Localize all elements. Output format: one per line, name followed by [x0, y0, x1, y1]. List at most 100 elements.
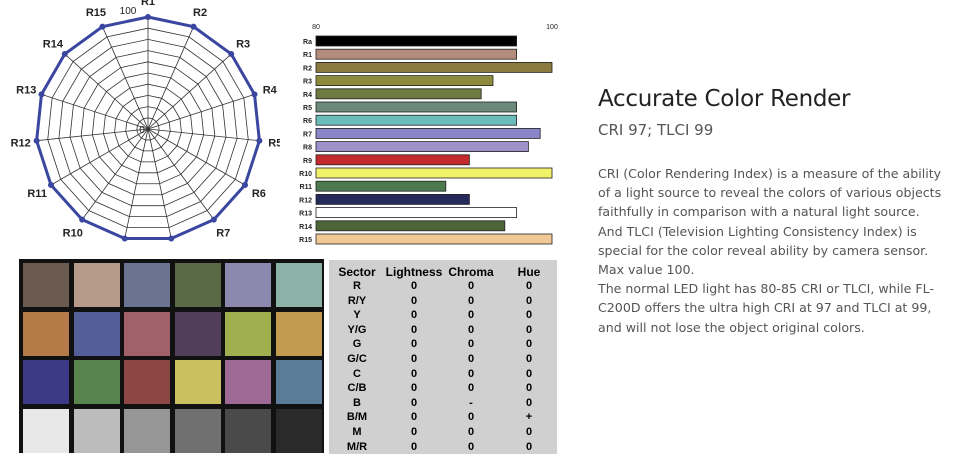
radar-axis-label: R12 — [11, 137, 31, 149]
radar-point — [228, 51, 235, 58]
table-cell: G/C — [347, 353, 367, 365]
radar-axis-label: R10 — [63, 228, 83, 240]
radar-tick-label: 0 — [139, 125, 145, 136]
radar-point — [210, 216, 217, 223]
bar-category-label: R14 — [299, 224, 312, 231]
bar-category-label: R13 — [299, 211, 312, 218]
bar-axis-tick-label: 100 — [546, 24, 558, 31]
color-swatch — [124, 311, 171, 356]
bar-category-label: R6 — [303, 118, 312, 125]
table-cell: 0 — [410, 323, 418, 336]
radar-point — [241, 182, 248, 188]
color-swatch — [225, 360, 272, 405]
bar-axis-tick-label: 80 — [312, 24, 320, 31]
radar-ring — [91, 72, 205, 185]
description: CRI (Color Rendering Index) is a measure… — [598, 164, 943, 337]
radar-axis-label: R2 — [193, 7, 207, 19]
radar-spoke — [147, 53, 232, 130]
table-cell: C — [353, 367, 361, 380]
table-cell: B — [353, 396, 361, 409]
color-swatch — [124, 360, 171, 405]
table-cell: Y — [353, 309, 361, 322]
color-swatch — [73, 408, 120, 453]
bar-R11 — [315, 180, 447, 192]
radar-spoke — [64, 53, 149, 130]
color-checker-chart — [19, 259, 324, 453]
bar-R2 — [315, 62, 553, 73]
table-cell: 0 — [525, 338, 533, 351]
bar-category-label: R8 — [303, 145, 312, 152]
bar-R10 — [315, 167, 553, 179]
color-swatch — [73, 311, 120, 356]
radar-ring — [80, 61, 216, 196]
bar-category-label: R1 — [303, 52, 312, 59]
bar-R8 — [315, 141, 529, 152]
page-title: Accurate Color Render — [598, 86, 851, 112]
radar-point — [61, 51, 68, 58]
bar-R9 — [315, 154, 470, 166]
bar-R1 — [315, 48, 518, 60]
color-swatch — [276, 408, 322, 453]
radar-axis-label: R8 — [168, 249, 182, 250]
color-swatch — [124, 408, 171, 453]
table-cell: 0 — [525, 426, 533, 438]
color-swatch — [276, 263, 322, 307]
table-cell: 0 — [410, 440, 418, 453]
table-cell: 0 — [410, 396, 418, 409]
radar-axis-label: R6 — [252, 188, 266, 200]
color-swatch — [276, 360, 322, 405]
color-swatch — [23, 360, 69, 405]
radar-point — [79, 216, 86, 223]
table-cell: R/Y — [347, 294, 367, 307]
color-swatch — [276, 311, 322, 356]
radar-ring — [136, 117, 160, 141]
color-sector-table: Sector Lightness Chroma Hue R 0 0 0 R/Y 0 0 0 Y 0 0 0 Y/… — [329, 260, 557, 454]
radar-point — [48, 182, 55, 188]
color-swatch — [23, 263, 69, 307]
bar-R7 — [315, 128, 541, 139]
table-cell: 0 — [467, 353, 475, 365]
table-cell: C/B — [347, 382, 367, 395]
radar-ring — [47, 27, 249, 228]
radar-axis-label: R11 — [27, 188, 47, 200]
radar-tick-label: 100 — [120, 6, 137, 17]
table-header-lightness: Lightness — [385, 265, 443, 279]
cri-radar-chart: R1 R2 R3 R4 R5 R6 R7 R8 R9 R10 R11 R12 R13 R14 R15 0 100 — [11, 0, 280, 250]
bar-category-label: R5 — [303, 105, 312, 112]
radar-spoke — [102, 26, 149, 130]
color-swatch — [23, 311, 69, 356]
bar-category-label: R10 — [299, 171, 312, 178]
bar-category-label: Ra — [303, 39, 312, 46]
table-cell: Y/G — [347, 323, 367, 336]
radar-axis-label: R9 — [114, 249, 128, 250]
radar-point — [121, 235, 128, 242]
radar-spoke — [147, 94, 255, 130]
radar-point — [38, 91, 45, 98]
table-cell: G — [352, 338, 362, 351]
radar-axis-label: R7 — [216, 228, 230, 240]
radar-point — [256, 137, 263, 144]
radar-spoke — [124, 128, 149, 239]
bar-R14 — [315, 220, 506, 232]
table-cell: 0 — [410, 426, 418, 438]
radar-point — [99, 23, 106, 30]
table-cell: 0 — [410, 382, 418, 395]
table-header-hue: Hue — [517, 265, 541, 279]
radar-axis-label: R3 — [236, 38, 250, 50]
bar-R4 — [315, 88, 482, 100]
table-cell: 0 — [410, 338, 418, 351]
bar-category-label: R11 — [300, 184, 313, 191]
bar-category-label: R4 — [303, 92, 312, 99]
radar-spoke — [81, 128, 149, 220]
radar-series-line — [35, 15, 261, 241]
table-cell: B/M — [346, 411, 368, 424]
table-header-sector: Sector — [338, 265, 376, 279]
table-cell: 0 — [525, 309, 533, 322]
bar-R15 — [315, 233, 553, 245]
radar-spoke — [147, 128, 246, 186]
color-swatch — [225, 263, 272, 307]
table-cell: 0 — [467, 338, 475, 351]
radar-axis-label: R4 — [263, 84, 278, 96]
color-swatch — [73, 263, 120, 307]
cri-bar-chart: 80 100 Ra R1 R2 R3 R4 R5 R6 R7 R8 R9 R10 R11 R12 R13 R14… — [299, 24, 558, 245]
